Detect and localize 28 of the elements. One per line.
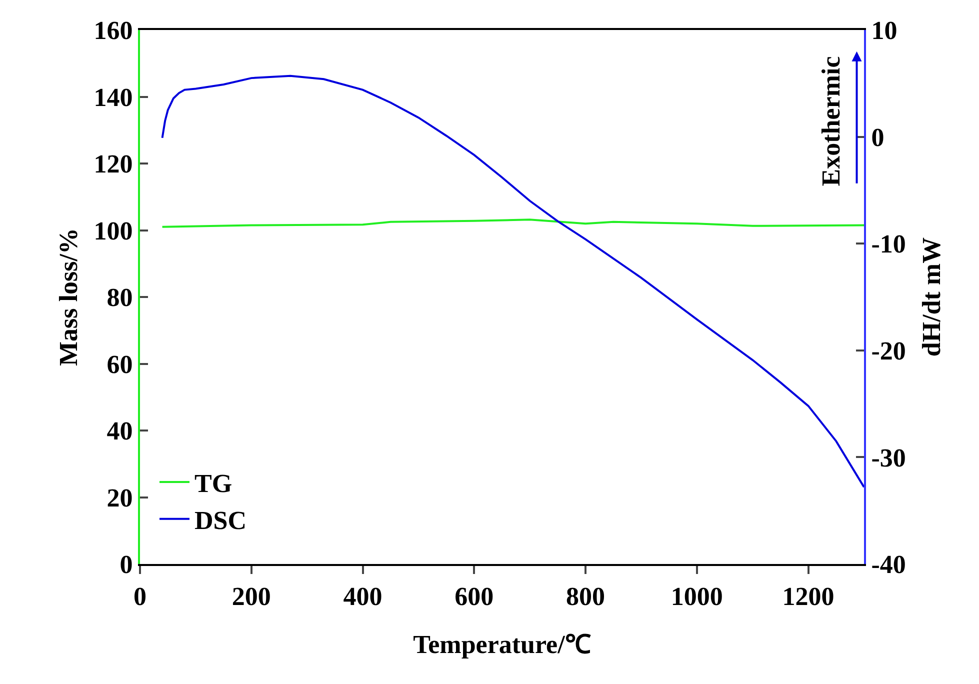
y2-tick-label: -10 — [871, 230, 906, 259]
legend-label: TG — [194, 469, 232, 498]
x-tick-label: 400 — [343, 582, 382, 612]
y-tick-label: 80 — [106, 283, 133, 312]
x-tick-label: 600 — [454, 582, 494, 612]
y2-tick-label: -20 — [871, 336, 906, 366]
x-axis-title: Temperature/℃ — [413, 630, 591, 659]
y-tick-label: 100 — [94, 216, 133, 246]
line-series — [161, 218, 864, 228]
x-tick-label: 800 — [566, 582, 606, 612]
y2-axis-title: dH/dt mW — [917, 237, 946, 357]
y2-tick-label: 0 — [871, 122, 884, 152]
y-axis-title: Mass loss/% — [54, 228, 83, 366]
x-tick-label: 1200 — [782, 582, 834, 612]
y-tick-label: 0 — [120, 550, 133, 580]
y2-tick-label: -40 — [871, 550, 906, 580]
y-tick-label: 20 — [106, 483, 133, 512]
annotation: Exothermic — [816, 56, 846, 186]
x-tick-label: 200 — [232, 582, 271, 612]
y-tick-label: 140 — [94, 82, 133, 112]
y2-tick-label: -30 — [871, 443, 906, 472]
y-tick-label: 120 — [94, 150, 133, 179]
x-tick-label: 1000 — [670, 582, 723, 612]
y-tick-label: 160 — [94, 16, 133, 46]
y-tick-label: 60 — [106, 350, 133, 379]
legend-label: DSC — [194, 506, 246, 535]
y-tick-label: 40 — [106, 416, 133, 446]
y2-tick-label: 10 — [871, 16, 898, 46]
